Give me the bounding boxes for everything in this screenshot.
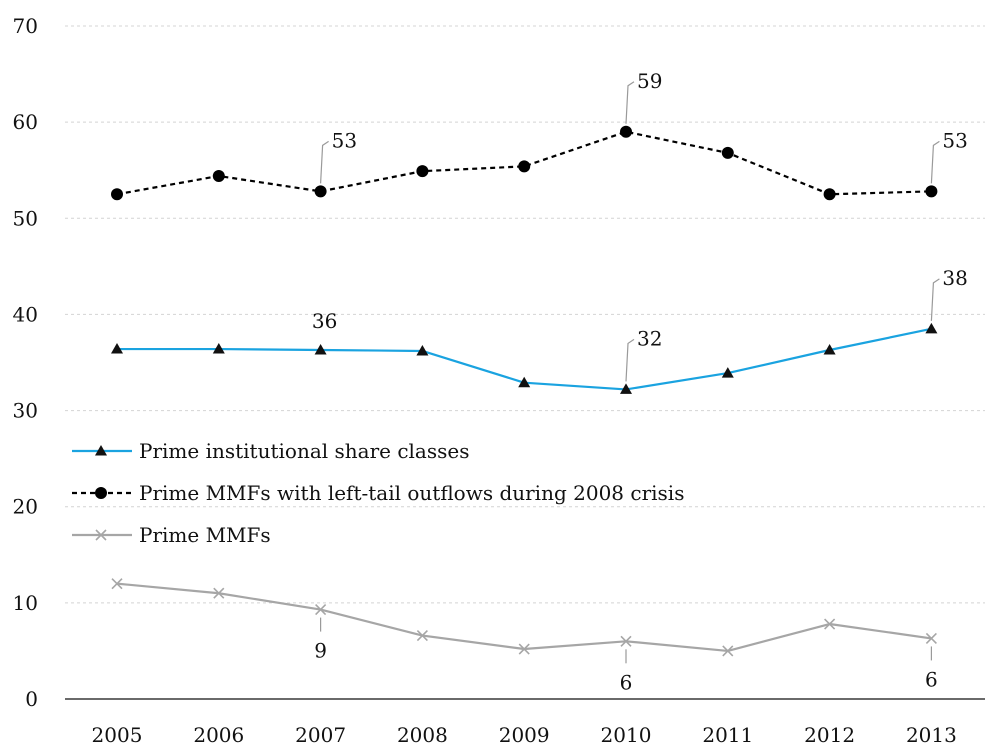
series-lefttail xyxy=(111,125,938,201)
point-inst-2007 xyxy=(314,344,327,355)
point-inst-2008 xyxy=(416,344,429,356)
point-lefttail-2007 xyxy=(314,185,327,198)
y-tick-label-60: 60 xyxy=(13,110,38,134)
legend-label-inst: Prime institutional share classes xyxy=(139,439,469,463)
point-prime-2007 xyxy=(315,604,327,616)
point-prime-2006 xyxy=(213,587,225,599)
data-labels: 53 59 53 36 32 38 9 6 6 xyxy=(312,69,968,695)
point-lefttail-2011 xyxy=(721,146,734,159)
y-tick-label-40: 40 xyxy=(13,302,38,326)
point-prime-2009 xyxy=(518,643,530,655)
data-label-prime-2007: 9 xyxy=(314,639,327,663)
y-tick-label-20: 20 xyxy=(13,495,38,519)
series-line-prime xyxy=(116,582,932,653)
gridlines xyxy=(65,25,985,604)
point-prime-2011 xyxy=(722,645,734,657)
y-tick-label-50: 50 xyxy=(13,206,38,230)
x-tick-label-2011: 2011 xyxy=(702,723,753,747)
data-label-inst-2007: 36 xyxy=(312,309,337,333)
axes: 0 10 20 30 40 50 60 70 2005 2006 2007 2008 2009 2010 2… xyxy=(13,14,985,747)
x-tick-label-2010: 2010 xyxy=(601,723,652,747)
legend-label-prime: Prime MMFs xyxy=(139,523,271,547)
data-label-lefttail-2013: 53 xyxy=(942,128,967,152)
data-label-lefttail-2007-leader xyxy=(320,140,329,184)
y-tick-label-0: 0 xyxy=(25,687,38,711)
legend-marker-prime xyxy=(95,529,107,541)
point-inst-2006 xyxy=(212,343,225,354)
point-prime-2013 xyxy=(925,632,937,644)
point-lefttail-2009 xyxy=(518,160,531,173)
data-label-prime-2010: 6 xyxy=(620,670,633,694)
x-tick-label-2008: 2008 xyxy=(397,723,448,747)
y-tick-label-70: 70 xyxy=(13,14,38,38)
data-label-prime-2013: 6 xyxy=(925,667,938,691)
series-inst xyxy=(111,322,938,394)
data-label-inst-2010-leader xyxy=(625,338,635,382)
data-label-lefttail-2013-leader xyxy=(930,140,940,184)
legend-item-inst: Prime institutional share classes xyxy=(72,439,469,463)
x-tick-label-2012: 2012 xyxy=(804,723,855,747)
point-inst-2012 xyxy=(823,344,836,355)
x-tick-label-2006: 2006 xyxy=(193,723,244,747)
point-prime-2010 xyxy=(620,635,632,647)
point-lefttail-2008 xyxy=(416,165,429,178)
data-label-inst-2010: 32 xyxy=(637,326,662,350)
series-prime xyxy=(111,578,937,657)
point-inst-2011 xyxy=(721,367,734,378)
y-tick-label-30: 30 xyxy=(13,399,38,423)
point-prime-2008 xyxy=(416,629,428,642)
y-tick-label-10: 10 xyxy=(13,591,38,615)
legend: Prime institutional share classes Prime M… xyxy=(72,439,684,547)
legend-label-lefttail: Prime MMFs with left-tail outflows durin… xyxy=(139,481,684,505)
data-label-inst-2013-leader xyxy=(930,278,940,321)
point-prime-2005 xyxy=(111,578,123,590)
x-tick-label-2013: 2013 xyxy=(906,723,957,747)
point-inst-2010 xyxy=(620,383,632,394)
series-line-lefttail xyxy=(116,130,932,196)
point-prime-2012 xyxy=(824,618,836,630)
data-label-inst-2013: 38 xyxy=(942,266,967,290)
data-label-lefttail-2007: 53 xyxy=(332,128,357,152)
point-lefttail-2013 xyxy=(925,185,938,198)
legend-marker-inst xyxy=(95,445,107,456)
legend-marker-lefttail xyxy=(95,487,107,499)
series-layer xyxy=(111,125,938,657)
point-lefttail-2012 xyxy=(823,188,836,201)
point-inst-2005 xyxy=(111,343,123,354)
data-label-lefttail-2010-leader xyxy=(625,81,635,124)
point-inst-2009 xyxy=(518,376,531,388)
x-tick-label-2009: 2009 xyxy=(499,723,550,747)
legend-item-lefttail: Prime MMFs with left-tail outflows durin… xyxy=(72,481,684,505)
x-tick-label-2007: 2007 xyxy=(295,723,346,747)
point-lefttail-2006 xyxy=(212,169,225,182)
point-lefttail-2005 xyxy=(111,188,123,201)
data-label-lefttail-2010: 59 xyxy=(637,69,662,93)
point-lefttail-2010 xyxy=(620,125,632,138)
legend-item-prime: Prime MMFs xyxy=(72,523,271,547)
point-inst-2013 xyxy=(925,322,938,334)
x-tick-label-2005: 2005 xyxy=(92,723,143,747)
